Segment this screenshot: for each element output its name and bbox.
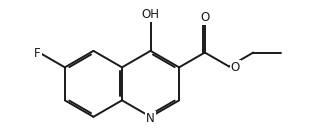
Text: N: N	[146, 112, 155, 125]
Text: O: O	[200, 11, 209, 24]
Text: F: F	[34, 47, 41, 60]
Text: OH: OH	[142, 8, 160, 21]
Text: O: O	[231, 61, 240, 74]
